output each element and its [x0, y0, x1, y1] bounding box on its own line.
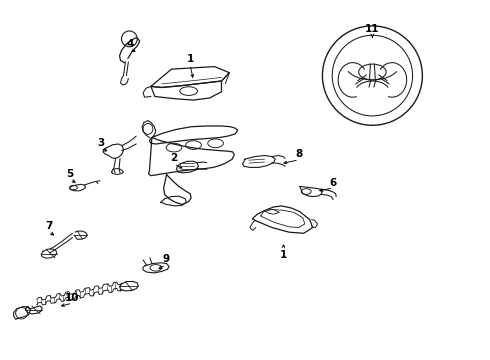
- Text: 2: 2: [171, 153, 177, 163]
- Text: 6: 6: [330, 177, 337, 188]
- Text: 1: 1: [280, 249, 287, 260]
- Text: 3: 3: [97, 138, 104, 148]
- Text: 8: 8: [295, 149, 302, 159]
- Text: 1: 1: [187, 54, 194, 64]
- Text: 11: 11: [365, 24, 380, 34]
- Text: 7: 7: [45, 221, 53, 231]
- Text: 9: 9: [162, 254, 169, 264]
- Text: 4: 4: [126, 39, 134, 49]
- Text: 10: 10: [65, 293, 80, 303]
- Text: 5: 5: [67, 169, 74, 179]
